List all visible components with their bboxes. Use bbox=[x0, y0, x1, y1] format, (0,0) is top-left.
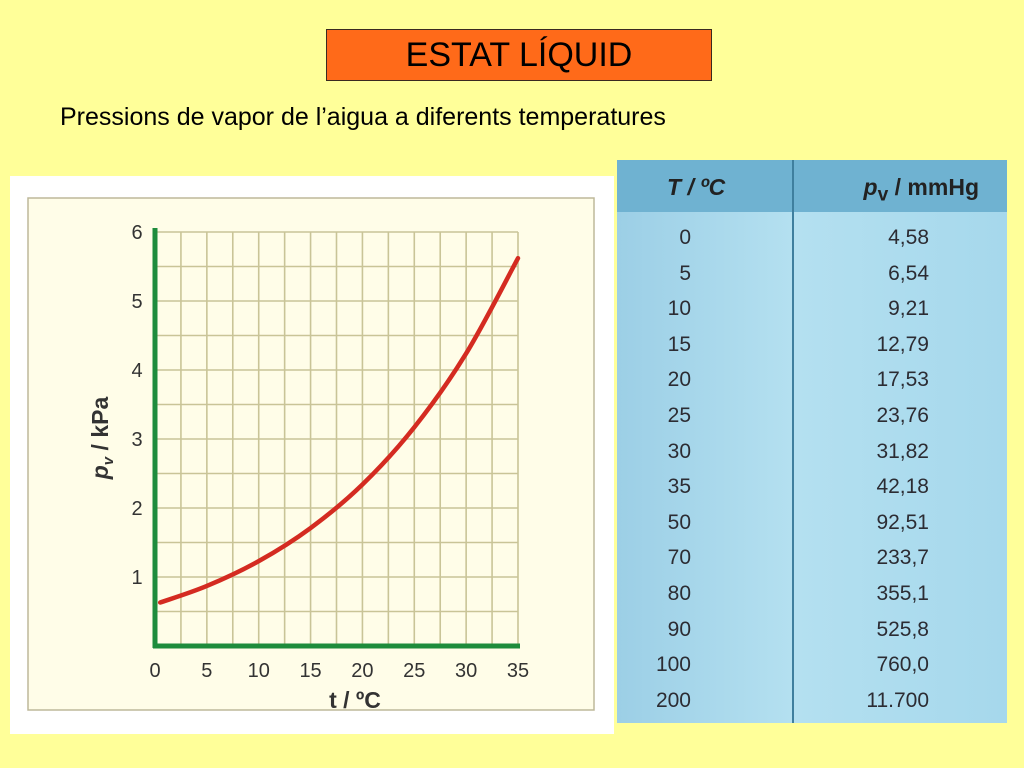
y-axis-label: pv / kPa bbox=[87, 397, 117, 481]
cell-temperature: 50 bbox=[667, 510, 691, 534]
y-tick-label: 1 bbox=[131, 567, 142, 589]
table-row: 25 23,76 bbox=[617, 398, 1007, 434]
cell-pressure: 42,18 bbox=[876, 475, 929, 499]
table-row: 35 42,18 bbox=[617, 469, 1007, 505]
x-axis-label: t / ºC bbox=[329, 687, 381, 713]
cell-temperature: 90 bbox=[667, 617, 691, 641]
cell-temperature: 25 bbox=[667, 404, 691, 427]
table-row: 5 6,54 bbox=[617, 256, 1007, 292]
table-row: 50 92,51 bbox=[617, 505, 1007, 541]
x-tick-label: 20 bbox=[351, 660, 373, 682]
cell-temperature: 20 bbox=[667, 368, 691, 392]
cell-pressure: 11.700 bbox=[866, 688, 929, 712]
cell-temperature: 5 bbox=[679, 261, 691, 285]
table-row: 100 760,0 bbox=[617, 647, 1007, 683]
cell-pressure: 23,76 bbox=[876, 404, 929, 427]
x-tick-label: 0 bbox=[149, 660, 160, 682]
table-header-temperature: T / ºC bbox=[667, 174, 726, 200]
cell-temperature: 0 bbox=[679, 226, 691, 249]
cell-temperature: 200 bbox=[655, 688, 691, 712]
y-tick-label: 5 bbox=[131, 291, 142, 313]
table-row: 90 525,8 bbox=[617, 612, 1007, 648]
table-row: 30 31,82 bbox=[617, 434, 1007, 470]
cell-pressure: 233,7 bbox=[876, 546, 929, 570]
table-row: 200 11.700 bbox=[617, 683, 1007, 719]
cell-temperature: 30 bbox=[667, 439, 691, 463]
slide-subtitle: Pressions de vapor de l’aigua a diferent… bbox=[60, 103, 666, 131]
slide-title: ESTAT LÍQUID bbox=[326, 29, 712, 81]
cell-pressure: 4,58 bbox=[888, 226, 929, 249]
y-tick-label: 3 bbox=[131, 429, 142, 451]
vapor-pressure-curve bbox=[157, 255, 521, 605]
table-header bbox=[617, 160, 1007, 212]
header-p-unit: / mmHg bbox=[888, 174, 979, 200]
cell-temperature: 35 bbox=[667, 475, 691, 499]
x-tick-label: 10 bbox=[248, 660, 270, 682]
cell-pressure: 6,54 bbox=[888, 261, 929, 285]
x-tick-label: 5 bbox=[201, 660, 212, 682]
y-tick-label: 4 bbox=[131, 360, 142, 382]
table-row: 70 233,7 bbox=[617, 540, 1007, 576]
table-row: 0 4,58 bbox=[617, 220, 1007, 256]
cell-pressure: 12,79 bbox=[876, 332, 929, 356]
cell-temperature: 70 bbox=[667, 546, 691, 570]
table-row: 20 17,53 bbox=[617, 362, 1007, 398]
x-tick-label: 15 bbox=[299, 660, 321, 682]
vapor-pressure-chart: 0 5 10 15 20 25 30 35 1 2 3 4 5 6 t / ºC pv / kPa bbox=[10, 176, 614, 734]
vapor-pressure-table: T / ºC pv / mmHg 0 4,58 5 6,54 10 9,21 15 12,79… bbox=[617, 160, 1007, 723]
y-tick-label: 2 bbox=[131, 498, 142, 520]
x-tick-label: 25 bbox=[403, 660, 425, 682]
cell-pressure: 17,53 bbox=[876, 368, 929, 392]
table-header-pressure: pv / mmHg bbox=[864, 174, 979, 207]
table-row: 15 12,79 bbox=[617, 327, 1007, 363]
cell-temperature: 15 bbox=[667, 332, 691, 356]
cell-pressure: 355,1 bbox=[876, 582, 929, 605]
x-tick-label: 30 bbox=[455, 660, 477, 682]
header-p-symbol: p bbox=[863, 174, 878, 200]
chart-svg: 0 5 10 15 20 25 30 35 1 2 3 4 5 6 t / ºC pv / kPa bbox=[27, 197, 595, 713]
cell-temperature: 80 bbox=[667, 582, 691, 605]
y-tick-label: 6 bbox=[131, 222, 142, 244]
cell-temperature: 100 bbox=[655, 653, 691, 677]
cell-pressure: 9,21 bbox=[888, 297, 929, 321]
table-row: 80 355,1 bbox=[617, 576, 1007, 612]
table-row: 10 9,21 bbox=[617, 291, 1007, 327]
x-tick-label: 35 bbox=[507, 660, 529, 682]
cell-temperature: 10 bbox=[667, 297, 691, 321]
table-divider bbox=[792, 160, 794, 723]
cell-pressure: 31,82 bbox=[876, 439, 929, 463]
cell-pressure: 525,8 bbox=[876, 617, 929, 641]
cell-pressure: 760,0 bbox=[876, 653, 929, 677]
cell-pressure: 92,51 bbox=[876, 510, 929, 534]
header-p-subscript: v bbox=[877, 184, 889, 206]
